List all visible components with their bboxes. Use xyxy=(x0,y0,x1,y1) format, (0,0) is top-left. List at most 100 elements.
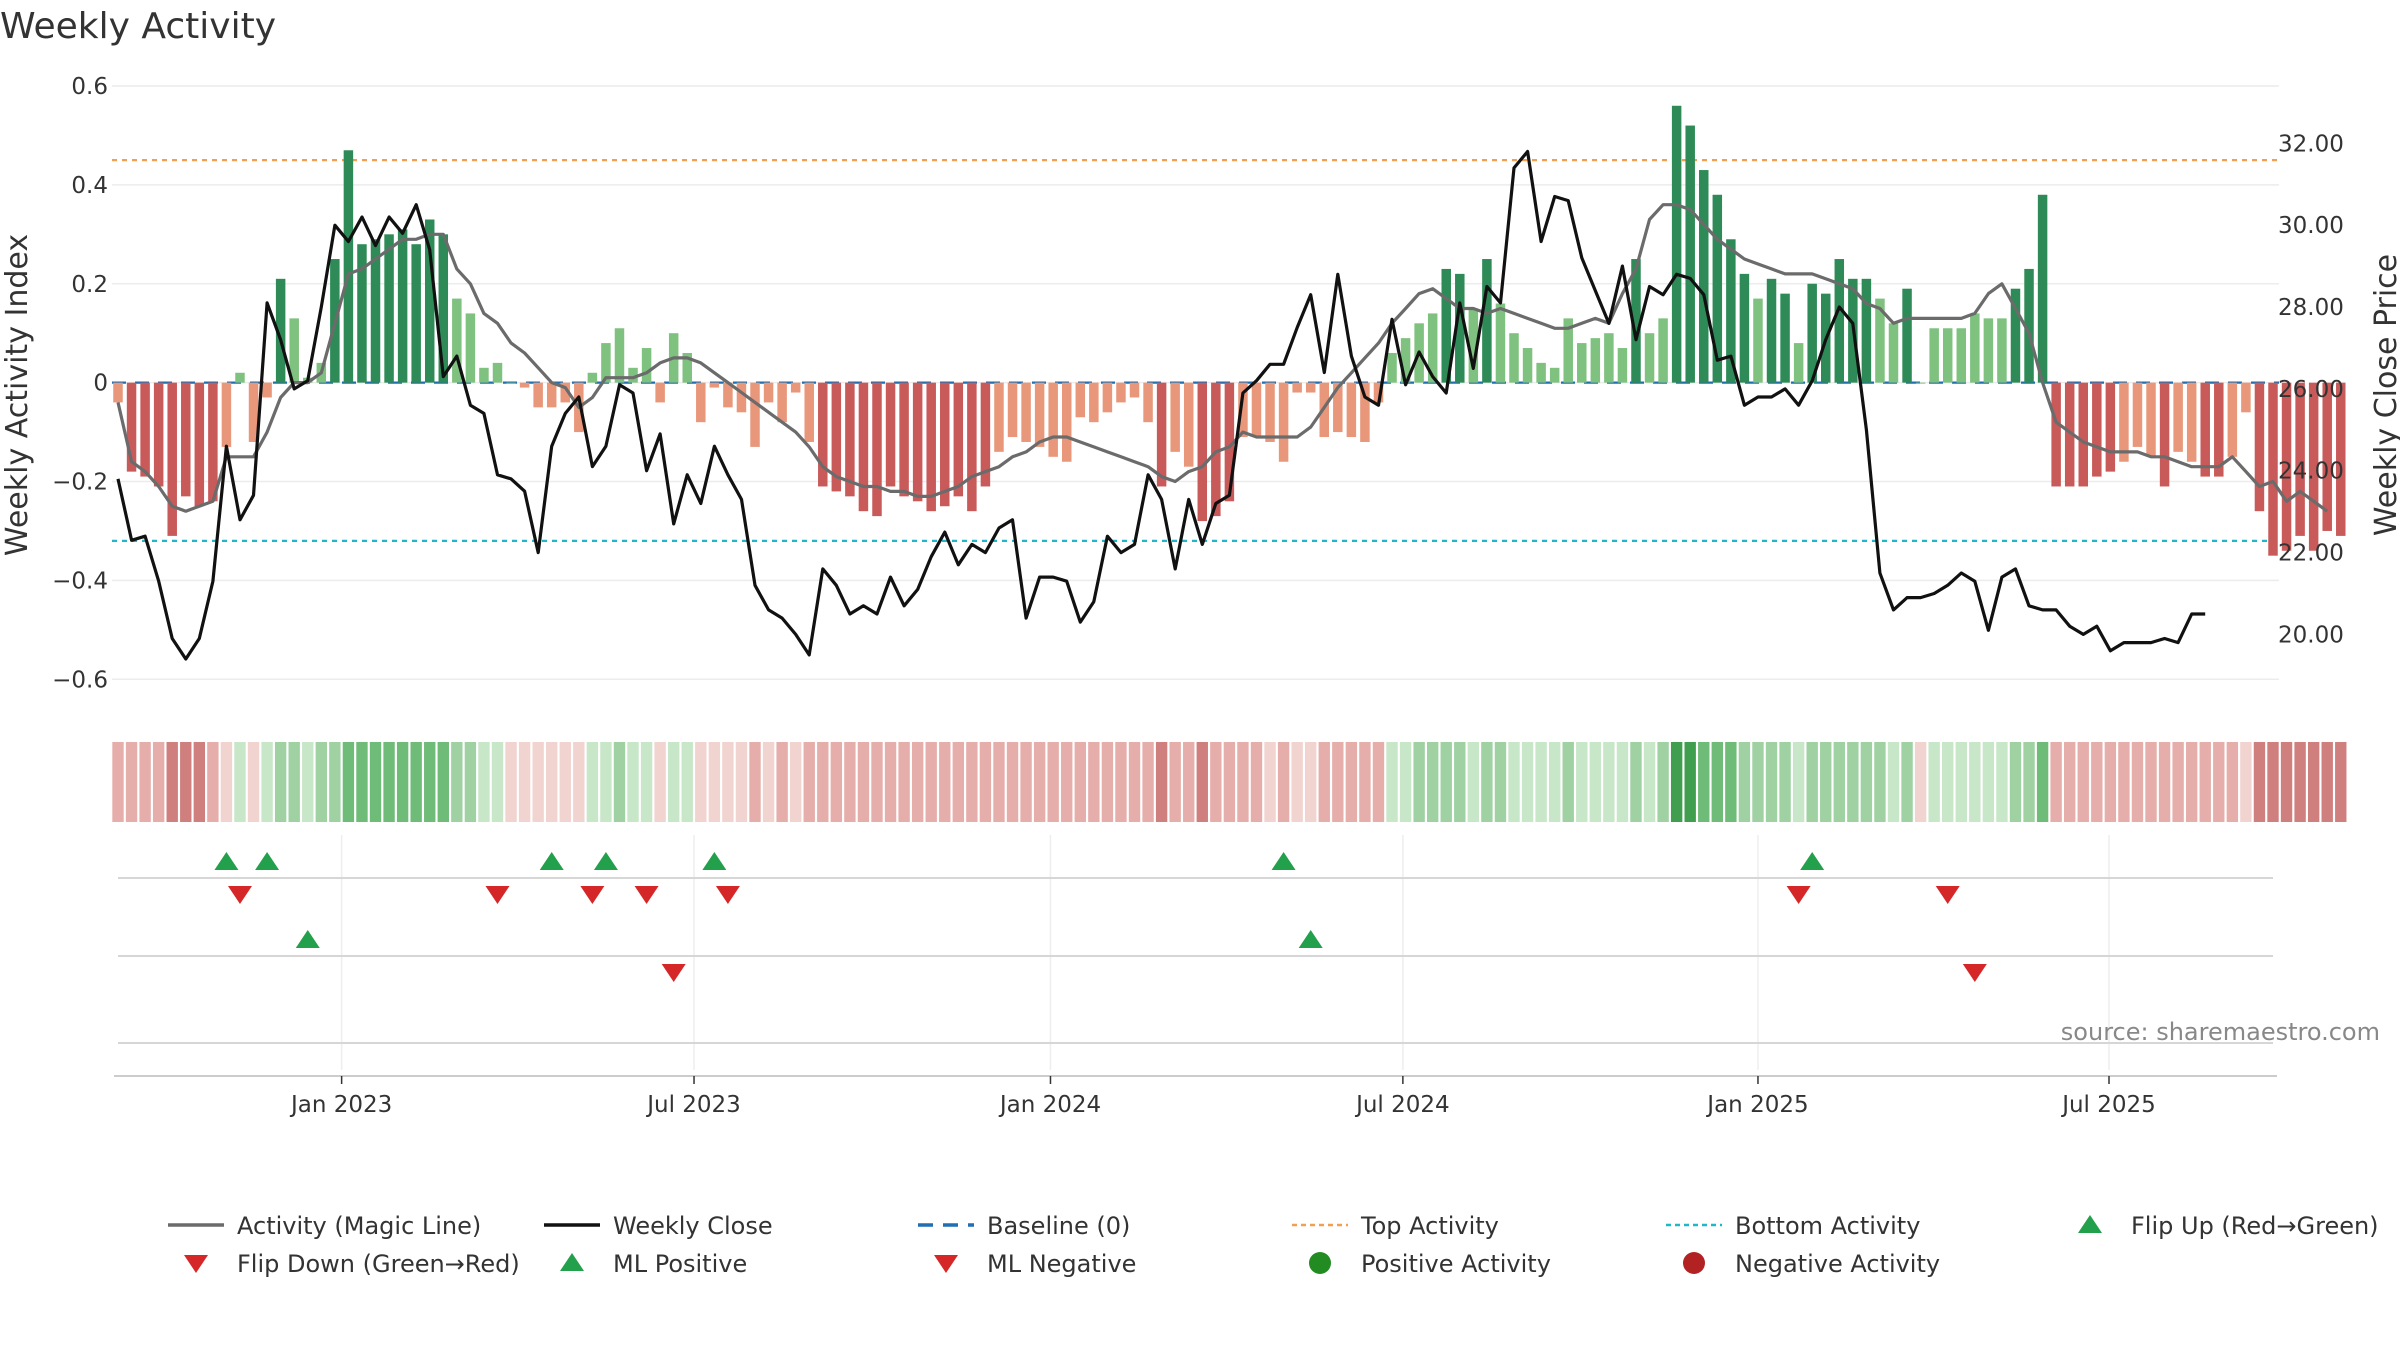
activity-bar xyxy=(926,382,936,512)
heat-strip-cell xyxy=(2036,742,2049,822)
heat-strip-cell xyxy=(884,742,897,822)
heat-strip-cell xyxy=(2280,742,2293,822)
activity-bar xyxy=(1549,367,1560,383)
activity-bar xyxy=(2159,382,2170,487)
heat-strip-cell xyxy=(342,742,355,822)
legend-swatch xyxy=(1683,1252,1705,1274)
activity-bar xyxy=(804,382,814,442)
legend-swatch xyxy=(184,1255,208,1273)
flip-up-marker xyxy=(702,852,727,870)
heat-strip-cell xyxy=(1305,742,1317,822)
heat-strip-cell xyxy=(857,742,870,822)
activity-bar xyxy=(1427,313,1438,383)
heat-strip-cell xyxy=(830,742,843,822)
right-axis-label: Weekly Close Price xyxy=(2369,254,2400,536)
activity-bar xyxy=(2268,382,2278,556)
activity-bar xyxy=(1644,333,1655,383)
activity-bar xyxy=(709,382,720,388)
legend-item: Positive Activity xyxy=(1309,1250,1551,1278)
legend-label: Top Activity xyxy=(1360,1212,1499,1240)
heat-strip-cell xyxy=(1535,742,1547,822)
heat-strip-cell xyxy=(207,742,219,822)
activity-bar xyxy=(655,382,665,403)
heat-strip-cell xyxy=(1223,742,1236,822)
legend-item: Flip Down (Green→Red) xyxy=(184,1250,520,1278)
source-label: source: sharemaestro.com xyxy=(2061,1018,2380,1046)
activity-bar xyxy=(1197,382,1208,522)
activity-bar xyxy=(1522,348,1533,383)
activity-bar xyxy=(723,382,733,408)
legend-item: Negative Activity xyxy=(1683,1250,1940,1278)
heat-strip-cell xyxy=(2158,742,2171,822)
heat-strip-cell xyxy=(424,742,436,822)
heat-strip-cell xyxy=(1955,742,1967,822)
heat-strip-cell xyxy=(722,742,734,822)
activity-bar xyxy=(167,382,177,536)
activity-bar xyxy=(1726,239,1736,383)
activity-bar xyxy=(1211,382,1221,517)
left-tick-label: −0.4 xyxy=(52,568,108,594)
heat-strip-cell xyxy=(952,742,965,822)
left-axis-ticks: 0.6 0.4 0.2 0 −0.2 −0.4 −0.6 xyxy=(52,74,108,693)
heat-strip-cell xyxy=(1589,742,1602,822)
heat-strip-cell xyxy=(1155,742,1168,822)
activity-bar xyxy=(1455,273,1465,383)
activity-bar xyxy=(1699,170,1709,383)
activity-bar xyxy=(262,382,272,398)
heat-strip-cell xyxy=(1670,742,1683,822)
activity-bar xyxy=(1671,105,1682,383)
heat-strip-cell xyxy=(2104,742,2117,822)
heat-strip-cell xyxy=(925,742,937,822)
reference-lines xyxy=(112,159,2279,542)
activity-bar xyxy=(2010,288,2021,383)
legend-label: Activity (Magic Line) xyxy=(237,1212,481,1240)
activity-bar xyxy=(2254,382,2265,512)
heat-strip-cell xyxy=(1210,742,1222,822)
activity-bar xyxy=(1631,259,1641,383)
heat-strip-cell xyxy=(1996,742,2008,822)
activity-bar xyxy=(221,382,232,447)
ml-negative-marker xyxy=(661,964,686,982)
legend-item: Baseline (0) xyxy=(918,1212,1130,1240)
activity-bar xyxy=(1007,382,1018,438)
activity-bar xyxy=(858,382,869,512)
legend-item: ML Negative xyxy=(934,1250,1136,1278)
activity-bar xyxy=(1143,382,1153,423)
legend-label: Positive Activity xyxy=(1361,1250,1551,1278)
heat-strip-cell xyxy=(410,742,422,822)
activity-bar xyxy=(2132,382,2143,447)
legend-swatch xyxy=(2078,1215,2102,1233)
heat-strip-cell xyxy=(383,742,395,822)
activity-bar xyxy=(872,382,882,517)
activity-bar xyxy=(289,318,299,383)
heat-strip-cell xyxy=(559,742,571,822)
activity-bar xyxy=(2295,382,2305,536)
flip-down-marker xyxy=(634,886,659,904)
heat-strip-cell xyxy=(2307,742,2320,822)
left-axis-label: Weekly Activity Index xyxy=(0,234,35,556)
x-tick-label: Jul 2023 xyxy=(645,1092,741,1118)
heat-strip-cell xyxy=(1521,742,1534,822)
activity-bar xyxy=(1983,318,1994,383)
activity-bar xyxy=(899,382,909,497)
legend-label: ML Negative xyxy=(987,1250,1136,1278)
right-tick-label: 30.00 xyxy=(2278,213,2344,239)
activity-bar xyxy=(1888,323,1899,383)
ml-positive-marker xyxy=(1298,930,1323,948)
activity-bar xyxy=(357,244,367,383)
heat-strip-cell xyxy=(1765,742,1778,822)
activity-bar xyxy=(479,367,489,383)
activity-bar xyxy=(411,244,421,383)
left-tick-label: 0.4 xyxy=(71,173,108,199)
heat-strip-cell xyxy=(2253,742,2266,822)
activity-bar xyxy=(1604,333,1614,383)
x-tick-label: Jan 2025 xyxy=(1705,1092,1808,1118)
heat-strip-cell xyxy=(2294,742,2306,822)
activity-bar xyxy=(248,382,259,442)
activity-bar xyxy=(2336,382,2346,536)
activity-bar xyxy=(1373,382,1384,403)
heat-strip-cell xyxy=(1562,742,1574,822)
heat-strip-cell xyxy=(451,742,463,822)
activity-bar xyxy=(1861,278,1872,383)
